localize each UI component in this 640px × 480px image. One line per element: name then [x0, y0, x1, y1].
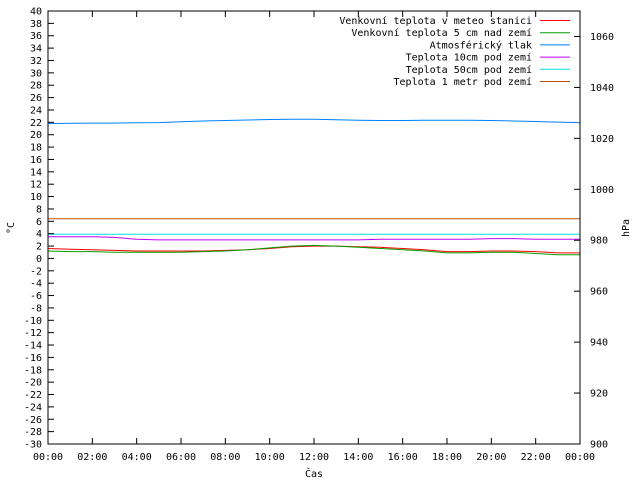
y-tick-label: 14: [30, 167, 42, 178]
y-tick-label: -30: [24, 440, 42, 451]
series-line-1: [47, 245, 580, 254]
series-line-2: [47, 244, 580, 256]
plot-frame: [47, 10, 581, 445]
y-tick-label: -20: [24, 378, 42, 389]
series-line-3: [47, 118, 581, 125]
y-tick-label: 36: [30, 31, 42, 42]
y2-tick-label: 940: [590, 338, 608, 349]
y-tick-label: -26: [24, 415, 42, 426]
legend-label-3: Atmosférický tlak: [430, 39, 532, 51]
legend-label-2: Venkovní teplota 5 cm nad zemí: [351, 27, 532, 39]
legend: Venkovní teplota v meteo staniciVenkovní…: [339, 15, 570, 88]
y2-axis-label: hPa: [621, 219, 632, 237]
x-tick-label: 22:00: [521, 452, 551, 463]
x-tick-label: 04:00: [122, 452, 152, 463]
y-tick-label: 18: [30, 143, 42, 154]
y2-tick-label: 980: [590, 236, 608, 247]
y-tick-label: -24: [24, 402, 42, 413]
y-tick-label: 0: [36, 254, 42, 265]
y-tick-label: -22: [24, 390, 42, 401]
y-axis-label: °C: [6, 222, 17, 234]
y-tick-label: 22: [30, 118, 42, 129]
y-tick-label: -8: [30, 303, 42, 314]
x-tick-label: 16:00: [388, 452, 418, 463]
y-tick-label: 2: [36, 242, 42, 253]
y-tick-label: 32: [30, 56, 42, 67]
y-tick-label: 30: [30, 68, 42, 79]
series-layer: [47, 118, 581, 256]
x-tick-label: 12:00: [299, 452, 329, 463]
axes-layer: 4038363432302826242220181614121086420-2-…: [24, 7, 614, 464]
x-tick-label: 00:00: [33, 452, 63, 463]
x-tick-label: 00:00: [565, 452, 595, 463]
y-tick-label: -10: [24, 316, 42, 327]
y-tick-label: -16: [24, 353, 42, 364]
x-tick-label: 08:00: [210, 452, 240, 463]
y2-tick-label: 1060: [590, 32, 614, 43]
legend-label-4: Teplota 10cm pod zemí: [406, 52, 532, 64]
y-tick-label: 16: [30, 155, 42, 166]
y-tick-label: 40: [30, 7, 42, 18]
series-line-4: [48, 236, 580, 241]
legend-label-1: Venkovní teplota v meteo stanici: [339, 15, 532, 27]
y2-tick-label: 1020: [590, 134, 614, 145]
y2-tick-label: 960: [590, 287, 608, 298]
y2-tick-label: 1000: [590, 185, 614, 196]
y-tick-label: 10: [30, 192, 42, 203]
y-tick-label: 20: [30, 130, 42, 141]
y-tick-label: -28: [24, 427, 42, 438]
legend-label-5: Teplota 50cm pod zemí: [406, 64, 532, 76]
y-tick-label: -4: [30, 279, 42, 290]
x-tick-label: 10:00: [255, 452, 285, 463]
y-tick-label: -14: [24, 341, 42, 352]
legend-label-6: Teplota 1 metr pod zemí: [394, 76, 532, 88]
y2-tick-label: 920: [590, 389, 608, 400]
y-tick-label: 24: [30, 105, 42, 116]
y-tick-label: 4: [36, 229, 42, 240]
y2-tick-label: 900: [590, 440, 608, 451]
x-tick-label: 18:00: [432, 452, 462, 463]
y-tick-label: 12: [30, 180, 42, 191]
y-tick-label: 26: [30, 93, 42, 104]
y-tick-label: -2: [30, 266, 42, 277]
y-tick-label: -6: [30, 291, 42, 302]
y-tick-label: 28: [30, 81, 42, 92]
x-tick-label: 02:00: [77, 452, 107, 463]
x-tick-label: 20:00: [476, 452, 506, 463]
y2-tick-label: 1040: [590, 83, 614, 94]
y-tick-label: -12: [24, 328, 42, 339]
y-tick-label: 6: [36, 217, 42, 228]
y-tick-label: 34: [30, 44, 42, 55]
x-tick-label: 14:00: [343, 452, 373, 463]
y-tick-label: 38: [30, 19, 42, 30]
y-tick-label: -18: [24, 365, 42, 376]
x-axis-label: Čas: [305, 467, 323, 480]
y-tick-label: 8: [36, 204, 42, 215]
x-tick-label: 06:00: [166, 452, 196, 463]
